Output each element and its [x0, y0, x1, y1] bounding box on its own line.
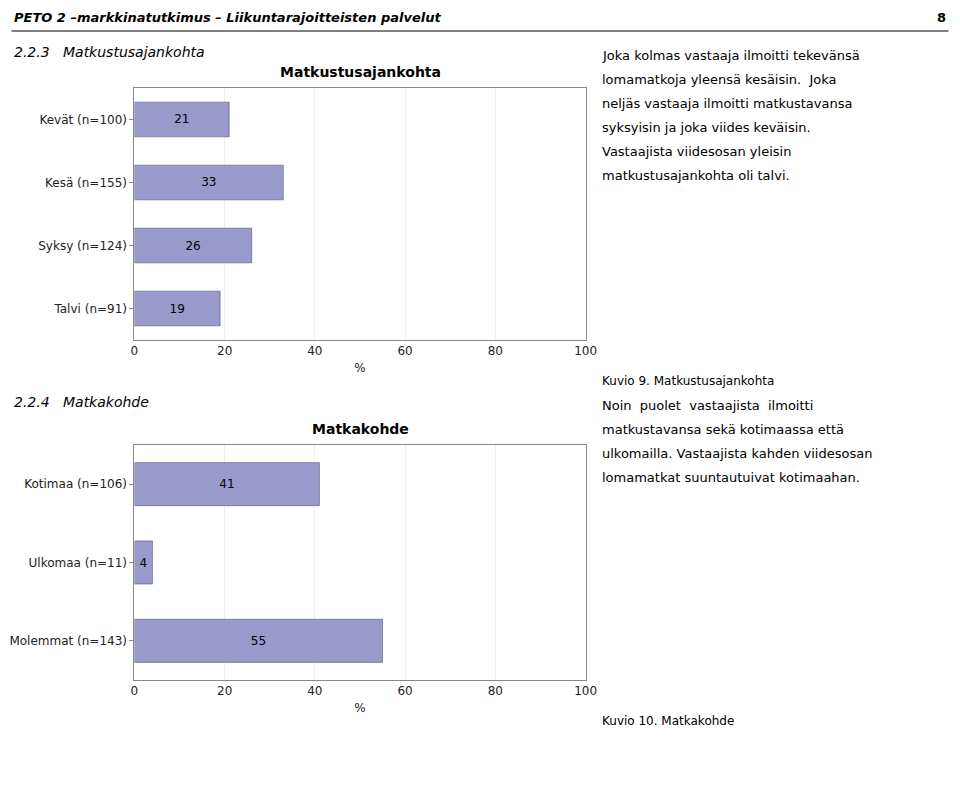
svg-text:100: 100	[574, 684, 597, 698]
svg-text:Kuvio 9. Matkustusajankohta: Kuvio 9. Matkustusajankohta	[602, 374, 774, 388]
svg-text:Kesä (n=155): Kesä (n=155)	[45, 176, 127, 190]
svg-text:Matkakohde: Matkakohde	[312, 421, 409, 437]
svg-text:60: 60	[397, 684, 412, 698]
svg-text:33: 33	[201, 175, 216, 189]
svg-text:80: 80	[488, 684, 503, 698]
svg-text:55: 55	[251, 634, 266, 648]
svg-text:2.2.3 Matkustusajankohta: 2.2.3 Matkustusajankohta	[14, 44, 205, 60]
svg-text:100: 100	[574, 344, 597, 358]
svg-text:20: 20	[217, 684, 232, 698]
svg-text:19: 19	[170, 302, 185, 316]
svg-text:lomamatkoja yleensä kesäisin.: lomamatkoja yleensä kesäisin. Joka	[602, 72, 837, 87]
svg-text:matkustusajankohta oli talvi.: matkustusajankohta oli talvi.	[602, 168, 790, 183]
svg-text:syksyisin ja joka viides keväi: syksyisin ja joka viides keväisin.	[602, 120, 811, 135]
svg-text:Syksy (n=124): Syksy (n=124)	[38, 239, 127, 253]
svg-text:%: %	[354, 701, 365, 715]
svg-text:Talvi (n=91): Talvi (n=91)	[53, 302, 127, 316]
svg-text:ulkomailla. Vastaajista kahden: ulkomailla. Vastaajista kahden viidesosa…	[602, 446, 872, 461]
svg-text:Molemmat (n=143): Molemmat (n=143)	[9, 634, 127, 648]
svg-text:Vastaajista viidesosan yleisin: Vastaajista viidesosan yleisin	[602, 144, 791, 159]
svg-text:21: 21	[174, 112, 189, 126]
svg-text:matkustavansa sekä kotimaassa: matkustavansa sekä kotimaassa että	[602, 422, 844, 437]
svg-text:4: 4	[140, 556, 148, 570]
svg-text:Joka kolmas vastaaja ilmoitti: Joka kolmas vastaaja ilmoitti tekevänsä	[602, 48, 860, 63]
svg-text:80: 80	[488, 344, 503, 358]
svg-text:60: 60	[397, 344, 412, 358]
svg-text:Noin puolet vastaajista ilm: Noin puolet vastaajista ilmoitti	[602, 398, 813, 413]
svg-text:40: 40	[307, 684, 322, 698]
svg-text:PETO 2 –markkinatutkimus – Lii: PETO 2 –markkinatutkimus – Liikuntarajoi…	[14, 10, 441, 25]
svg-text:40: 40	[307, 344, 322, 358]
svg-text:0: 0	[131, 684, 139, 698]
svg-text:Matkustusajankohta: Matkustusajankohta	[280, 64, 441, 80]
svg-text:2.2.4 Matkakohde: 2.2.4 Matkakohde	[14, 394, 149, 410]
svg-text:8: 8	[937, 10, 946, 25]
svg-text:lomamatkat suuntautuivat kotim: lomamatkat suuntautuivat kotimaahan.	[602, 470, 860, 485]
svg-text:41: 41	[219, 477, 234, 491]
svg-text:Kotimaa (n=106): Kotimaa (n=106)	[24, 477, 127, 491]
svg-text:Kuvio 10. Matkakohde: Kuvio 10. Matkakohde	[602, 714, 734, 728]
svg-text:Kevät (n=100): Kevät (n=100)	[39, 113, 127, 127]
svg-text:26: 26	[185, 239, 200, 253]
svg-text:0: 0	[131, 344, 139, 358]
svg-text:20: 20	[217, 344, 232, 358]
svg-text:Ulkomaa (n=11): Ulkomaa (n=11)	[29, 556, 127, 570]
svg-text:neljäs vastaaja ilmoitti matku: neljäs vastaaja ilmoitti matkustavansa	[602, 96, 852, 111]
svg-text:%: %	[354, 361, 365, 375]
